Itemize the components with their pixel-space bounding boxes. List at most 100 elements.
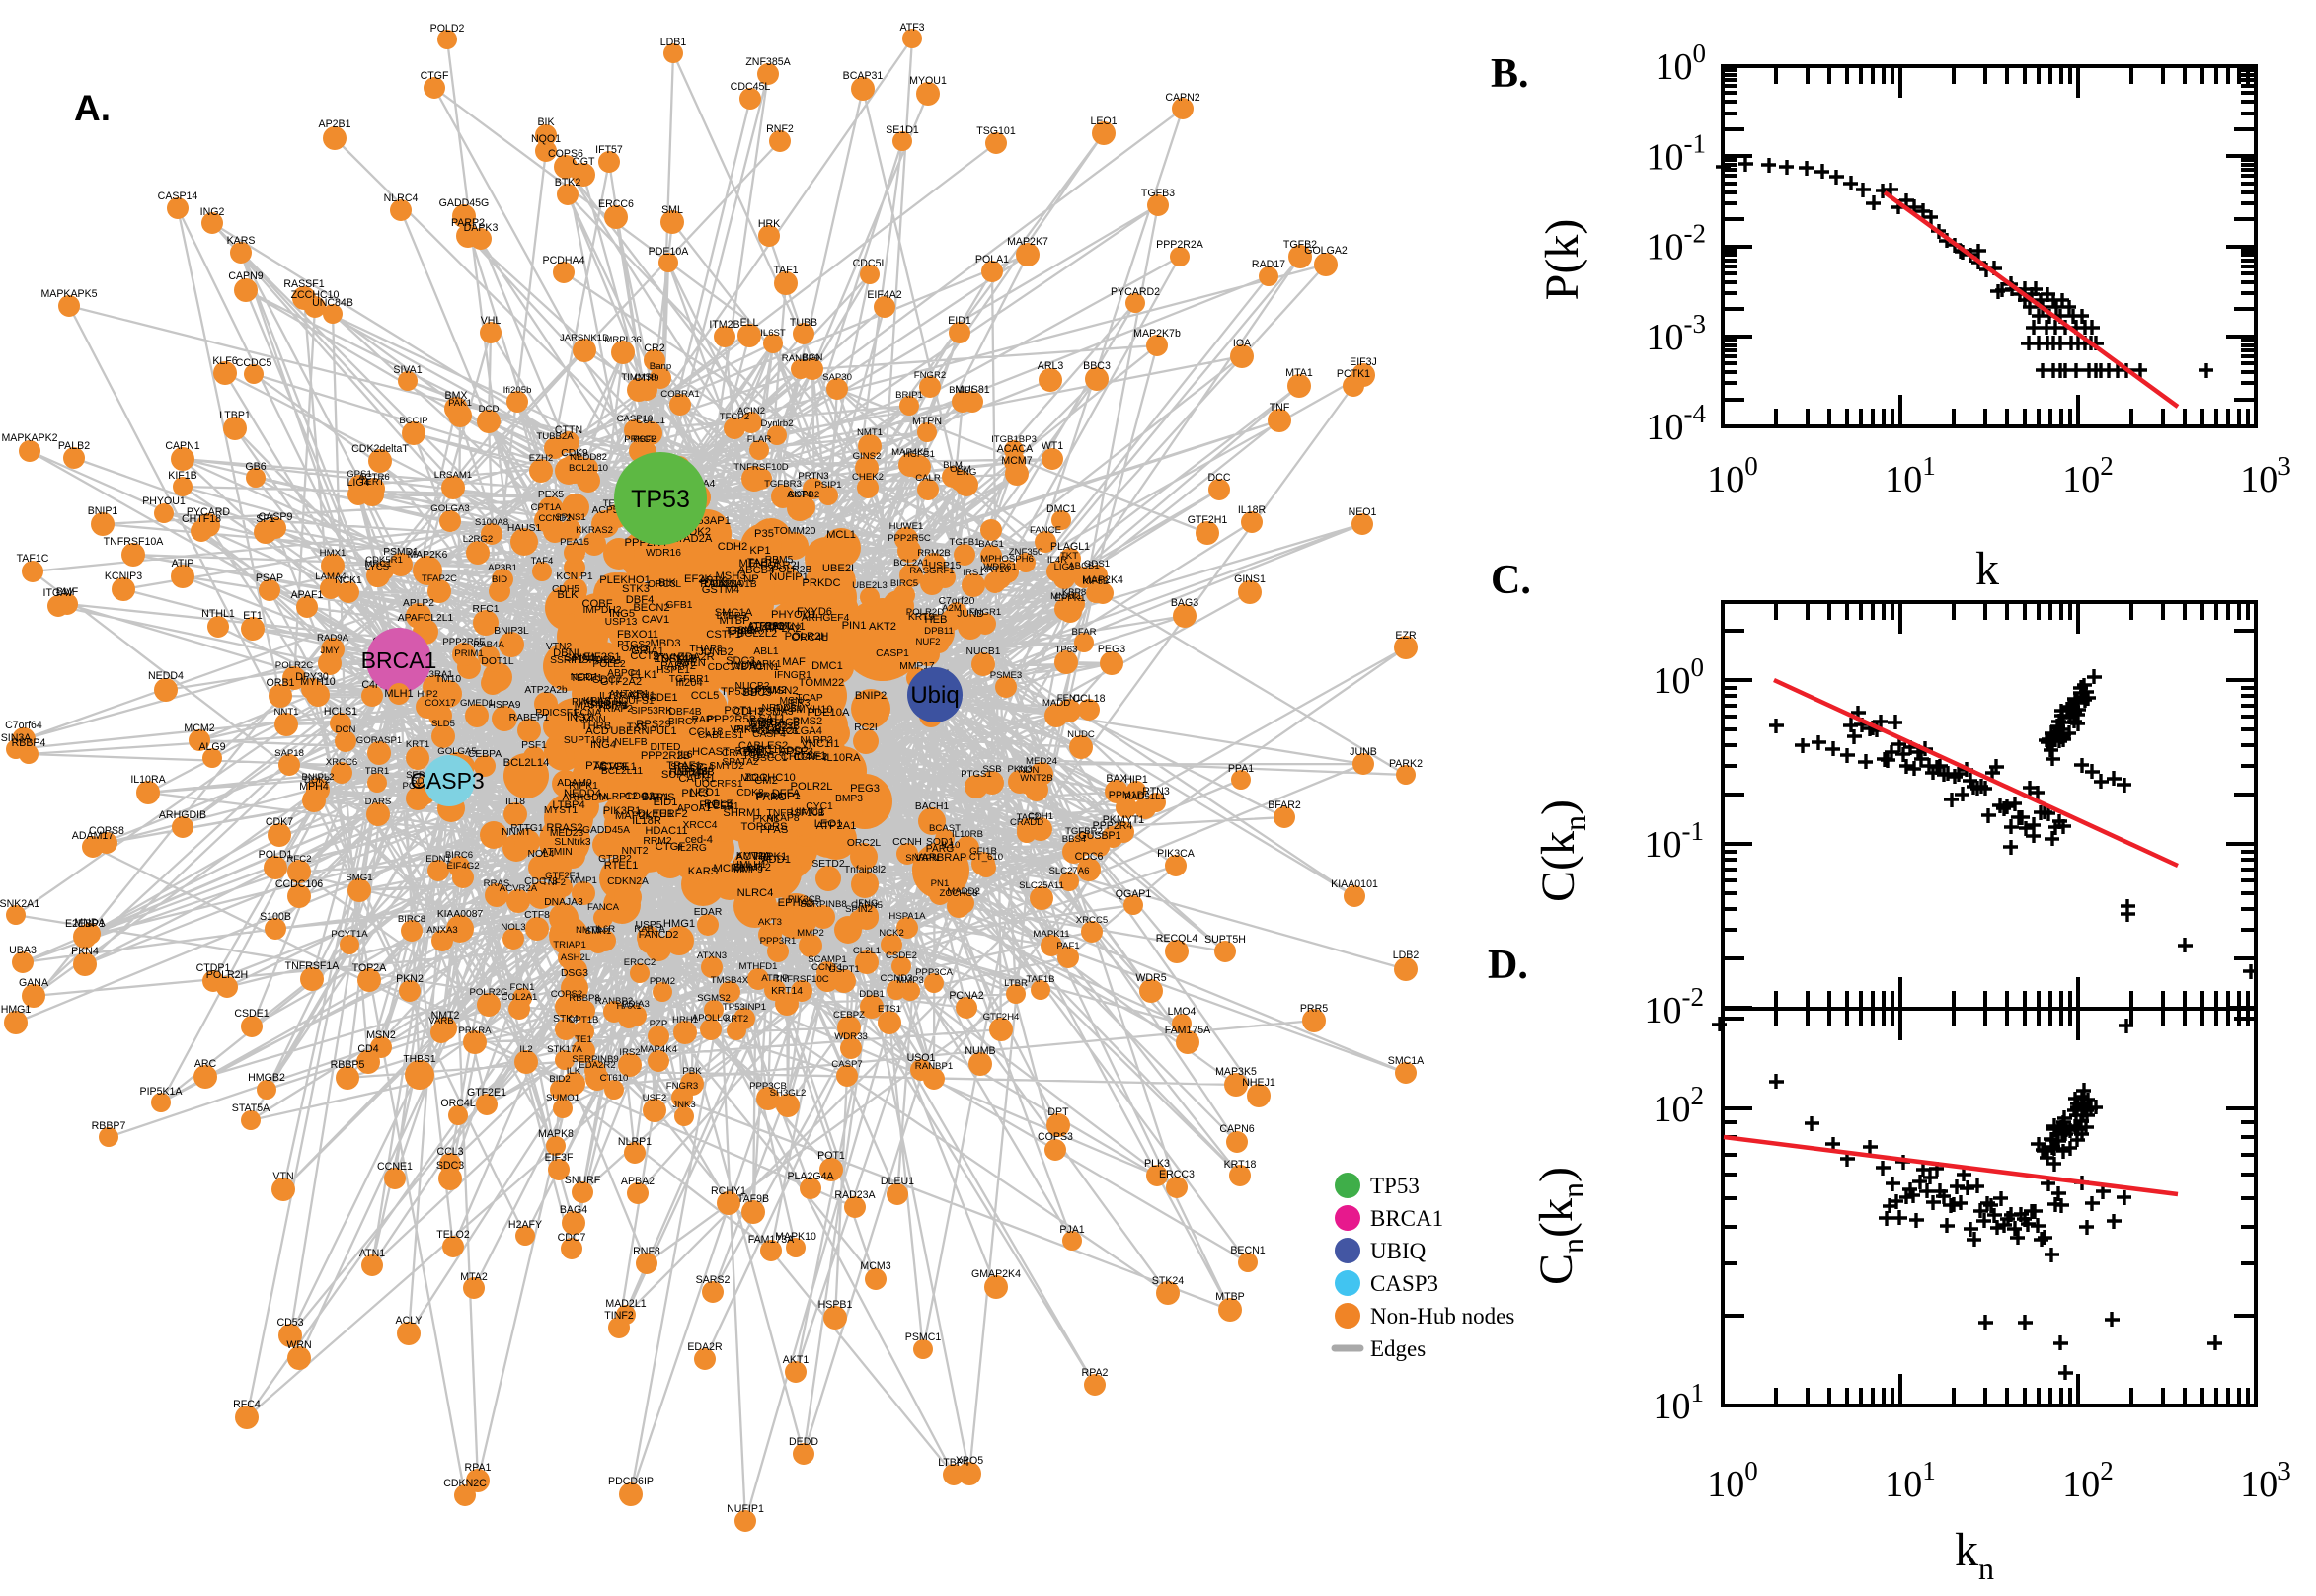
svg-text:MTA2: MTA2 [460, 1271, 488, 1283]
svg-text:GTF2F1: GTF2F1 [545, 871, 580, 881]
svg-text:QGAP1: QGAP1 [1116, 888, 1152, 900]
svg-text:LEO1: LEO1 [1090, 115, 1117, 127]
svg-text:ATIP: ATIP [172, 558, 194, 570]
svg-text:SMC1A: SMC1A [715, 607, 753, 619]
svg-text:ACIN1: ACIN1 [749, 662, 780, 673]
svg-text:RBBP5: RBBP5 [331, 1059, 365, 1071]
svg-text:VRK1: VRK1 [731, 724, 757, 735]
svg-text:FANCA: FANCA [587, 902, 620, 913]
svg-text:MYH10: MYH10 [796, 704, 832, 716]
svg-text:SLNtrk3: SLNtrk3 [554, 837, 590, 848]
svg-text:FAM101B: FAM101B [712, 579, 756, 590]
svg-text:PP3AIP1: PP3AIP1 [755, 791, 800, 802]
svg-text:MCL1: MCL1 [826, 529, 856, 541]
svg-text:LIG4: LIG4 [690, 762, 714, 774]
svg-text:THAP8: THAP8 [689, 644, 722, 654]
svg-text:MMP9: MMP9 [733, 865, 763, 875]
svg-text:TOMM22: TOMM22 [799, 677, 844, 689]
svg-text:NMT3: NMT3 [576, 925, 601, 936]
svg-text:PPP2R5B: PPP2R5B [707, 714, 756, 725]
svg-text:PIP5K1A: PIP5K1A [733, 724, 779, 736]
svg-text:JUNB2: JUNB2 [698, 646, 733, 658]
svg-text:PBK: PBK [682, 1066, 702, 1077]
svg-text:DOK2: DOK2 [304, 775, 330, 786]
svg-text:LYCS: LYCS [365, 562, 389, 572]
svg-text:EIF4A2: EIF4A2 [867, 289, 901, 301]
svg-text:PSF2: PSF2 [633, 434, 656, 445]
svg-text:VARBRAP: VARBRAP [915, 852, 967, 864]
svg-text:CHTF18: CHTF18 [182, 513, 221, 525]
svg-text:PCYT1A: PCYT1A [331, 929, 368, 940]
svg-text:XRCC5: XRCC5 [1076, 915, 1109, 926]
svg-text:KRT9: KRT9 [908, 612, 934, 623]
svg-text:IL13RA2: IL13RA2 [599, 691, 639, 702]
svg-text:SPATA2: SPATA2 [722, 757, 758, 768]
svg-text:POLR2H: POLR2H [206, 969, 248, 981]
svg-text:CCNT1: CCNT1 [811, 962, 843, 973]
svg-text:SPNS2: SPNS2 [670, 762, 704, 773]
svg-text:PPP2R2A: PPP2R2A [1156, 239, 1204, 251]
svg-text:XPO5: XPO5 [956, 1455, 983, 1467]
svg-text:GPS1: GPS1 [347, 469, 372, 480]
svg-text:PCTK1: PCTK1 [1337, 368, 1370, 380]
svg-text:TKT: TKT [1060, 551, 1078, 562]
svg-text:TAF1C: TAF1C [17, 553, 49, 565]
svg-text:GANA: GANA [19, 977, 49, 989]
svg-text:MTBP: MTBP [1215, 1291, 1244, 1303]
svg-text:PPP2R5E: PPP2R5E [442, 637, 485, 647]
svg-text:CDC5L: CDC5L [853, 258, 888, 269]
svg-text:SHMT2: SHMT2 [733, 862, 771, 874]
svg-text:UBA1: UBA1 [596, 655, 623, 666]
svg-text:HMGB2: HMGB2 [248, 1072, 285, 1084]
svg-text:GSPT1: GSPT1 [828, 964, 859, 975]
svg-text:STK17A: STK17A [547, 1044, 582, 1055]
svg-text:BACH1: BACH1 [915, 801, 950, 812]
svg-text:APOA1: APOA1 [677, 803, 712, 814]
svg-text:APBA2: APBA2 [621, 1176, 655, 1187]
svg-text:PRKCH: PRKCH [624, 434, 657, 445]
svg-text:D.: D. [1488, 943, 1528, 988]
svg-text:TNF2: TNF2 [542, 877, 566, 888]
svg-text:RFC4: RFC4 [233, 1399, 261, 1410]
svg-text:HMG1: HMG1 [663, 918, 695, 930]
svg-text:POLE2: POLE2 [592, 659, 625, 670]
svg-text:ARHGDIB: ARHGDIB [159, 809, 206, 821]
svg-text:P(k): P(k) [1536, 219, 1588, 301]
svg-text:CCNE1: CCNE1 [377, 1161, 413, 1173]
svg-text:TAF2: TAF2 [1017, 812, 1040, 823]
svg-text:JUNB: JUNB [1350, 746, 1377, 758]
svg-text:AKT1: AKT1 [783, 1354, 810, 1366]
svg-text:MAPK8: MAPK8 [538, 1128, 574, 1140]
svg-text:PSMD1: PSMD1 [383, 547, 419, 558]
svg-text:UNC84B: UNC84B [312, 297, 353, 309]
svg-text:102: 102 [1654, 1081, 1705, 1130]
svg-text:IL18R: IL18R [632, 815, 661, 827]
svg-text:C7orf64: C7orf64 [5, 720, 42, 731]
svg-text:ORC3L: ORC3L [648, 579, 682, 590]
svg-text:ATN1: ATN1 [359, 1248, 385, 1259]
svg-text:GTBP2: GTBP2 [598, 854, 632, 865]
svg-text:PIK3CA: PIK3CA [1157, 848, 1196, 860]
svg-text:ACLY: ACLY [396, 1315, 423, 1327]
svg-text:LAMA4: LAMA4 [315, 571, 347, 582]
svg-text:CCT2: CCT2 [630, 650, 658, 662]
svg-text:npdA: npdA [734, 625, 761, 637]
svg-text:BAG4: BAG4 [560, 1204, 587, 1216]
svg-text:IL13RA1: IL13RA1 [416, 669, 452, 680]
svg-text:H2AFY: H2AFY [508, 1219, 542, 1231]
svg-text:AKT4: AKT4 [787, 490, 812, 500]
svg-text:PEG3: PEG3 [850, 783, 880, 795]
svg-text:MCM3: MCM3 [860, 1260, 890, 1272]
svg-text:IL4: IL4 [597, 696, 612, 707]
svg-text:CCL18: CCL18 [1073, 693, 1106, 705]
svg-text:EDN1: EDN1 [425, 854, 451, 865]
svg-text:CASP1: CASP1 [876, 648, 909, 659]
svg-text:ALG9: ALG9 [198, 741, 225, 753]
svg-text:MADD2: MADD2 [947, 886, 980, 897]
svg-text:AKT2: AKT2 [869, 621, 896, 633]
svg-text:KRT2: KRT2 [725, 1014, 748, 1025]
svg-text:SDC3: SDC3 [726, 655, 755, 667]
svg-text:L2RG2: L2RG2 [463, 534, 493, 545]
svg-text:KRT18: KRT18 [1224, 1159, 1257, 1171]
svg-text:POLR2L: POLR2L [791, 781, 833, 793]
